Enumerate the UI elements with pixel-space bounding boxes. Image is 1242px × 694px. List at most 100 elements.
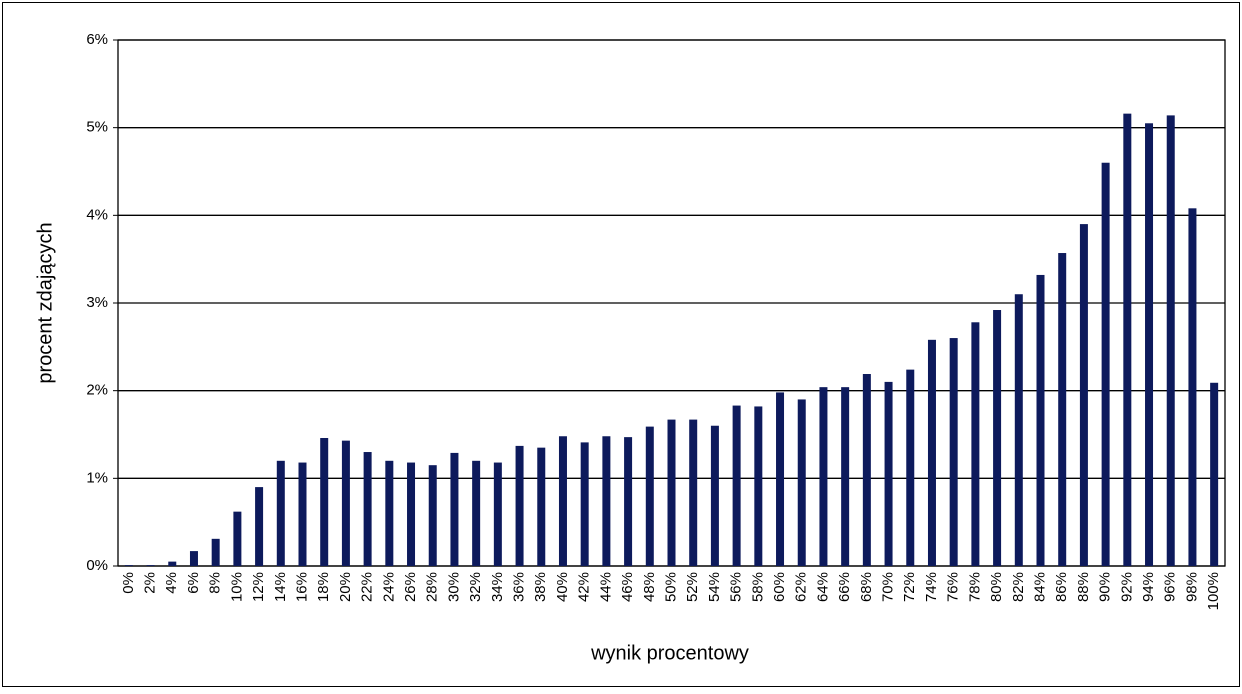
bar: [1166, 115, 1175, 566]
x-tick-label: 6%: [185, 572, 202, 594]
bar: [320, 438, 329, 566]
bar: [472, 460, 481, 566]
bar: [1014, 294, 1023, 566]
y-axis-title: procent zdających: [34, 222, 56, 383]
bar: [1058, 253, 1067, 566]
bar: [754, 406, 763, 566]
x-tick-label: 86%: [1053, 572, 1070, 602]
bar: [385, 460, 394, 566]
x-tick-label: 12%: [250, 572, 267, 602]
x-tick-label: 10%: [228, 572, 245, 602]
x-tick-label: 64%: [814, 572, 831, 602]
y-tick-label: 5%: [86, 119, 108, 136]
x-tick-label: 2%: [142, 572, 159, 594]
x-tick-label: 16%: [293, 572, 310, 602]
bar: [580, 442, 589, 566]
x-tick-label: 80%: [988, 572, 1005, 602]
x-tick-label: 28%: [424, 572, 441, 602]
bar: [146, 565, 155, 566]
bar: [927, 339, 936, 566]
x-tick-label: 62%: [793, 572, 810, 602]
x-tick-label: 82%: [1010, 572, 1027, 602]
bar: [841, 387, 850, 566]
x-tick-label: 96%: [1162, 572, 1179, 602]
bar: [667, 419, 676, 566]
x-tick-label: 98%: [1183, 572, 1200, 602]
bar: [862, 374, 871, 566]
bar: [1188, 208, 1197, 566]
bar: [1123, 113, 1132, 566]
bar: [993, 310, 1002, 566]
x-tick-label: 52%: [684, 572, 701, 602]
x-tick-label: 76%: [945, 572, 962, 602]
bar: [363, 452, 372, 566]
x-tick-label: 88%: [1075, 572, 1092, 602]
x-tick-label: 38%: [532, 572, 549, 602]
bar: [732, 405, 741, 566]
x-tick-label: 46%: [619, 572, 636, 602]
y-tick-label: 3%: [86, 294, 108, 311]
x-tick-label: 94%: [1140, 572, 1157, 602]
y-tick-label: 6%: [86, 31, 108, 48]
x-tick-label: 78%: [966, 572, 983, 602]
bar: [884, 381, 893, 566]
x-tick-label: 42%: [576, 572, 593, 602]
bar: [1145, 123, 1154, 567]
bar: [515, 445, 524, 566]
x-tick-label: 8%: [207, 572, 224, 594]
x-tick-label: 54%: [706, 572, 723, 602]
x-tick-label: 22%: [359, 572, 376, 602]
x-tick-label: 56%: [728, 572, 745, 602]
x-tick-label: 50%: [662, 572, 679, 602]
bar: [1036, 274, 1045, 566]
bar: [602, 436, 611, 566]
x-tick-label: 48%: [641, 572, 658, 602]
x-tick-label: 58%: [749, 572, 766, 602]
x-tick-label: 32%: [467, 572, 484, 602]
bar: [971, 322, 980, 566]
x-tick-label: 74%: [923, 572, 940, 602]
bar: [624, 437, 633, 566]
bar: [450, 452, 459, 566]
x-tick-label: 92%: [1118, 572, 1135, 602]
bar: [428, 465, 437, 566]
x-tick-label: 24%: [380, 572, 397, 602]
x-tick-label: 90%: [1097, 572, 1114, 602]
bar: [949, 338, 958, 566]
bar: [689, 419, 698, 566]
x-tick-label: 100%: [1205, 572, 1222, 610]
x-tick-label: 18%: [315, 572, 332, 602]
bar: [407, 462, 416, 566]
bar: [276, 460, 285, 566]
x-tick-label: 0%: [120, 572, 137, 594]
y-tick-label: 4%: [86, 206, 108, 223]
y-tick-label: 1%: [86, 469, 108, 486]
x-tick-label: 30%: [445, 572, 462, 602]
x-tick-label: 70%: [880, 572, 897, 602]
bar: [558, 436, 567, 566]
x-tick-label: 60%: [771, 572, 788, 602]
bar: [819, 387, 828, 566]
bar: [168, 561, 177, 566]
bar: [124, 565, 133, 566]
bar: [341, 440, 350, 566]
bar: [211, 538, 220, 566]
bar: [493, 462, 502, 566]
x-tick-label: 20%: [337, 572, 354, 602]
x-tick-label: 14%: [272, 572, 289, 602]
bar: [1101, 162, 1110, 566]
bar: [255, 487, 264, 566]
x-tick-label: 44%: [597, 572, 614, 602]
x-axis-title: wynik procentowy: [590, 642, 749, 664]
y-tick-label: 2%: [86, 382, 108, 399]
bar: [233, 511, 242, 566]
bar: [645, 426, 654, 566]
x-tick-label: 72%: [901, 572, 918, 602]
x-tick-label: 34%: [489, 572, 506, 602]
bar: [776, 392, 785, 566]
x-tick-label: 66%: [836, 572, 853, 602]
bar: [710, 425, 719, 566]
x-tick-label: 36%: [511, 572, 528, 602]
